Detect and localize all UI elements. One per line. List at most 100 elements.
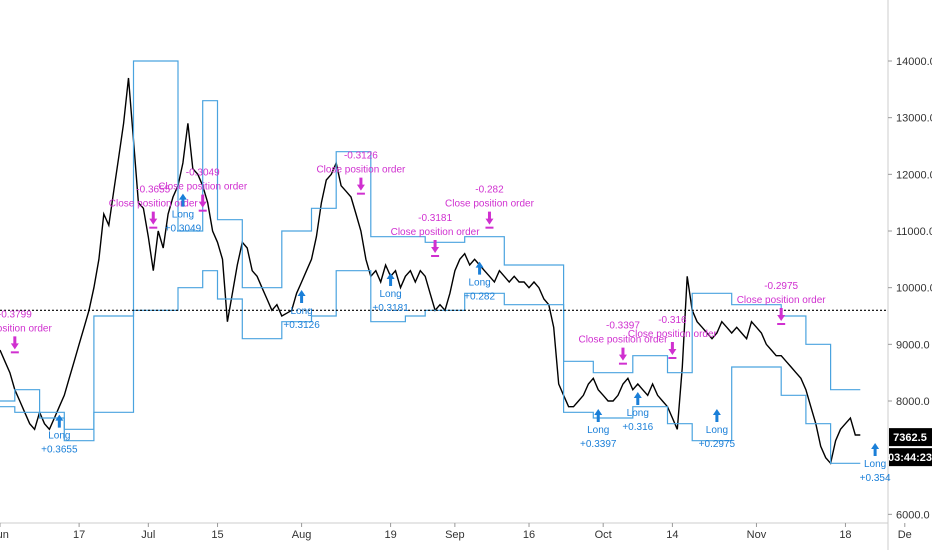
- timer-badge-value: 03:44:23: [888, 452, 932, 464]
- long-entry-marker: Long +0.282: [464, 261, 495, 303]
- x-tick-label: Jul: [141, 529, 155, 541]
- close-order-label: Close position order: [628, 329, 718, 340]
- long-profit-label: +0.3049: [165, 224, 202, 235]
- long-label: Long: [290, 306, 312, 317]
- trade-annotations: se position order -0.3799 Long +0.3655 Close…: [0, 151, 891, 484]
- close-profit-label: -0.3655: [136, 185, 170, 196]
- long-entry-marker: Long +0.3181: [372, 273, 409, 314]
- close-position-marker: Close position order -0.3397: [578, 321, 668, 365]
- close-order-label: Close position order: [445, 199, 535, 210]
- x-axis-ticks: Jun 17 Jul 15 Aug 19 Sep 16 Oct 14 Nov 18 De: [0, 523, 912, 541]
- close-order-label: Close position order: [109, 199, 199, 210]
- long-entry-marker: Long +0.354: [860, 443, 891, 484]
- close-order-label: Close position order: [391, 227, 481, 238]
- long-arrow-icon: [297, 290, 306, 303]
- close-position-marker: Close position order -0.316: [628, 315, 718, 359]
- long-entry-marker: Long +0.3655: [41, 414, 78, 456]
- close-arrow-icon: [10, 336, 19, 350]
- long-profit-label: +0.2975: [699, 439, 736, 450]
- close-position-marker: Close position order -0.3181: [391, 213, 481, 257]
- long-profit-label: +0.3126: [283, 320, 320, 331]
- x-tick-label: Nov: [747, 529, 767, 541]
- close-arrow-icon: [149, 211, 158, 225]
- plot-area[interactable]: [0, 0, 888, 523]
- close-arrow-icon: [198, 194, 207, 208]
- close-bar-icon: [356, 192, 365, 195]
- close-order-label: Close position order: [737, 295, 827, 306]
- long-arrow-icon: [386, 273, 395, 286]
- lower-channel-line: [0, 270, 861, 464]
- x-tick-label: Aug: [292, 529, 312, 541]
- long-arrow-icon: [178, 193, 187, 207]
- y-tick-label: 12000.0: [896, 169, 932, 181]
- long-label: Long: [864, 459, 886, 470]
- x-tick-label: 19: [384, 529, 396, 541]
- timer-badge-box: [889, 448, 932, 467]
- close-profit-label: -0.3126: [344, 151, 378, 162]
- long-arrow-icon: [475, 261, 484, 275]
- long-arrow-icon: [871, 443, 880, 456]
- close-bar-icon: [668, 357, 677, 359]
- y-tick-label: 13000.0: [896, 113, 932, 125]
- long-profit-label: +0.3655: [41, 445, 78, 456]
- long-entry-marker: Long +0.3049: [165, 193, 202, 235]
- x-tick-label: Oct: [595, 529, 612, 541]
- close-arrow-icon: [777, 308, 786, 321]
- long-entry-marker: Long +0.3126: [283, 290, 320, 331]
- close-bar-icon: [10, 351, 19, 354]
- long-profit-label: +0.282: [464, 292, 495, 303]
- long-label: Long: [379, 289, 401, 300]
- close-profit-label: -0.316: [658, 315, 687, 326]
- long-profit-label: +0.316: [622, 422, 653, 433]
- close-arrow-icon: [485, 211, 494, 225]
- x-tick-label: 18: [839, 529, 851, 541]
- long-label: Long: [587, 425, 609, 436]
- close-order-label: Close position order: [578, 335, 668, 346]
- x-tick-label: Jun: [0, 529, 9, 541]
- close-order-label: se position order: [0, 323, 52, 334]
- close-bar-icon: [149, 226, 158, 229]
- long-label: Long: [48, 431, 70, 442]
- close-order-label: Close position order: [158, 182, 248, 193]
- close-profit-label: -0.2975: [764, 281, 798, 292]
- close-arrow-icon: [431, 240, 440, 253]
- close-position-marker: se position order -0.3799: [0, 309, 52, 354]
- price-line: [0, 77, 861, 465]
- long-label: Long: [468, 278, 490, 289]
- close-profit-label: -0.3049: [186, 168, 220, 179]
- close-bar-icon: [777, 323, 786, 325]
- y-tick-label: 6000.0: [896, 509, 930, 521]
- close-profit-label: -0.3799: [0, 309, 32, 320]
- long-arrow-icon: [712, 409, 721, 422]
- close-arrow-icon: [356, 177, 365, 191]
- close-arrow-icon: [668, 342, 677, 355]
- long-arrow-icon: [594, 409, 603, 422]
- long-arrow-icon: [55, 414, 64, 428]
- long-entry-marker: Long +0.3397: [580, 409, 617, 450]
- close-bar-icon: [198, 209, 207, 212]
- y-tick-label: 14000.0: [896, 56, 932, 68]
- long-profit-label: +0.3397: [580, 439, 617, 450]
- price-badge: 7362.5 03:44:23: [888, 428, 932, 467]
- long-profit-label: +0.3181: [372, 303, 409, 314]
- long-label: Long: [706, 425, 728, 436]
- close-position-marker: Close position order -0.3126: [316, 151, 406, 195]
- close-position-marker: Close position order -0.3655: [109, 185, 199, 229]
- close-position-marker: Close position order -0.2975: [737, 281, 827, 325]
- x-tick-label: 17: [73, 529, 85, 541]
- long-label: Long: [172, 210, 194, 221]
- price-badge-value: 7362.5: [893, 432, 927, 444]
- close-bar-icon: [618, 362, 627, 365]
- upper-channel-line: [0, 60, 861, 430]
- close-position-marker: Close position order -0.282: [445, 185, 535, 229]
- close-profit-label: -0.3397: [606, 321, 640, 332]
- close-profit-label: -0.3181: [418, 213, 452, 224]
- long-entry-marker: Long +0.316: [622, 392, 654, 433]
- close-bar-icon: [431, 255, 440, 257]
- price-badge-box: [889, 428, 932, 447]
- y-tick-label: 11000.0: [896, 226, 932, 238]
- y-tick-label: 9000.0: [896, 339, 930, 351]
- x-tick-label: De: [898, 529, 912, 541]
- long-entry-marker: Long +0.2975: [699, 409, 736, 450]
